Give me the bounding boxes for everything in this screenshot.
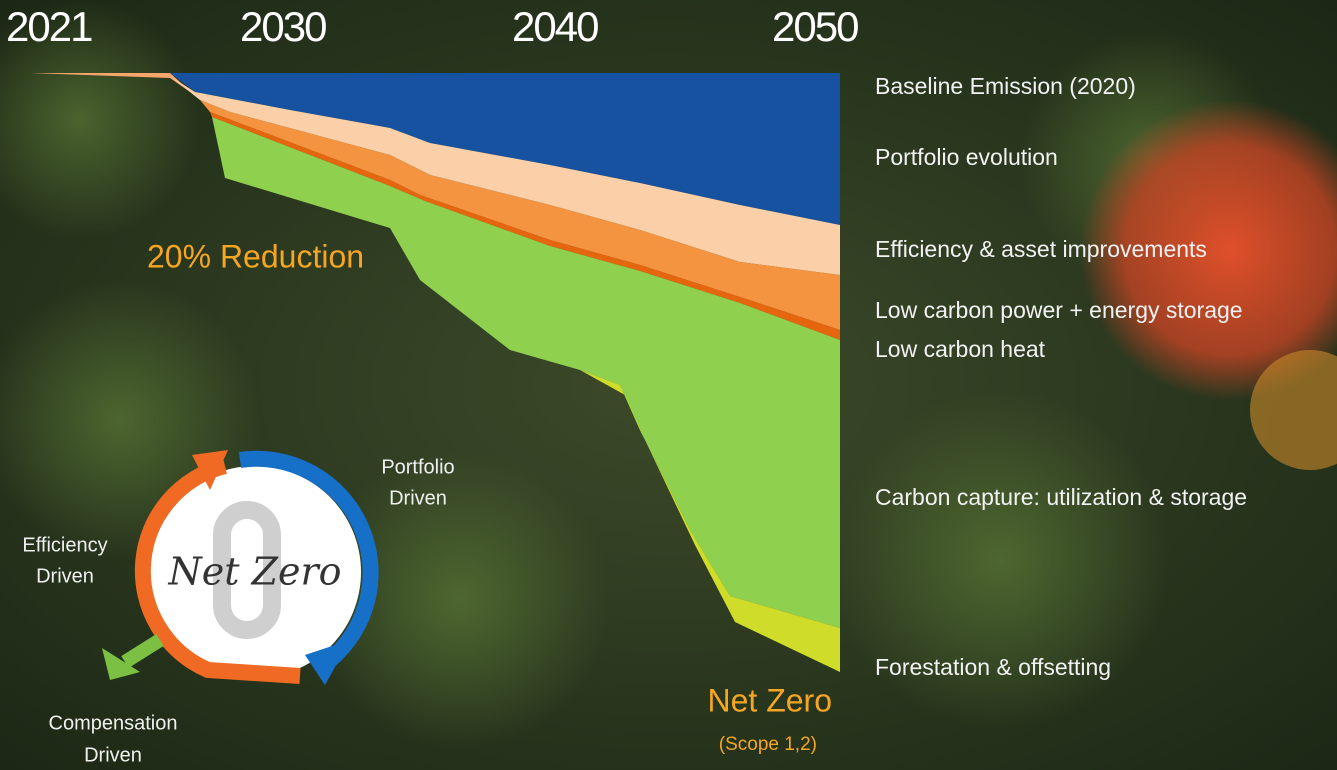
driver-label: Driven xyxy=(36,565,94,587)
net-zero-label: Net Zero xyxy=(708,682,832,718)
driver-label: Efficiency xyxy=(22,534,107,556)
legend-label: Baseline Emission (2020) xyxy=(875,73,1136,99)
cycle: Net Zero Portfolio Driven Efficiency Dri… xyxy=(22,450,455,766)
legend: Baseline Emission (2020) Portfolio evolu… xyxy=(875,73,1247,680)
cycle-center: Net Zero xyxy=(167,550,341,594)
driver-label: Driven xyxy=(84,744,142,766)
legend-label: Low carbon power + energy storage xyxy=(875,297,1243,323)
cycle-arc xyxy=(134,458,301,684)
year-label: 2050 xyxy=(772,3,858,50)
cycle-arrow xyxy=(192,450,228,490)
legend-label: Carbon capture: utilization & storage xyxy=(875,484,1247,510)
legend-label: Efficiency & asset improvements xyxy=(875,236,1207,262)
cycle-disc xyxy=(149,466,361,678)
legend-label: Low carbon heat xyxy=(875,336,1046,362)
reduction-label: 20% Reduction xyxy=(147,238,364,274)
year-label: 2040 xyxy=(512,3,598,50)
annotations: 20% Reduction Net Zero (Scope 1,2) xyxy=(147,238,832,755)
forestation-area xyxy=(580,370,840,672)
zero-glyph xyxy=(213,501,281,639)
year-label: 2021 xyxy=(6,3,92,50)
power-area xyxy=(210,112,840,340)
legend-label: Portfolio evolution xyxy=(875,144,1058,170)
efficiency-area xyxy=(200,100,840,330)
cycle-arc xyxy=(238,450,379,667)
cycle-arrow xyxy=(102,648,140,680)
driver-label: Driven xyxy=(389,487,447,509)
legend-label: Forestation & offsetting xyxy=(875,654,1111,680)
scope-label: (Scope 1,2) xyxy=(719,734,817,755)
cycle-arc xyxy=(121,634,164,668)
roadmap-areas xyxy=(30,73,840,672)
timeline: 2021 2030 2040 2050 xyxy=(6,3,860,50)
cycle-arrow xyxy=(305,640,350,685)
year-label: 2030 xyxy=(240,3,326,50)
ccus-area xyxy=(212,117,840,628)
driver-label: Portfolio xyxy=(381,456,454,478)
baseline-area xyxy=(170,73,840,225)
driver-label: Compensation xyxy=(49,712,178,734)
portfolio-area xyxy=(170,76,840,275)
